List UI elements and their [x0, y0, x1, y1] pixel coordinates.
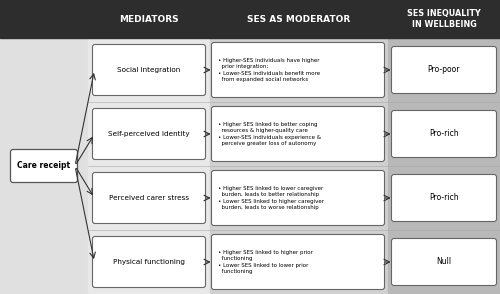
FancyBboxPatch shape — [10, 150, 78, 183]
FancyBboxPatch shape — [92, 173, 206, 223]
FancyBboxPatch shape — [212, 106, 384, 161]
Text: Pro-rich: Pro-rich — [429, 193, 459, 203]
Text: Physical functioning: Physical functioning — [113, 259, 185, 265]
FancyBboxPatch shape — [92, 108, 206, 160]
FancyBboxPatch shape — [212, 43, 384, 98]
Text: • Higher SES linked to better coping
  resources & higher-quality care
• Lower-S: • Higher SES linked to better coping res… — [218, 122, 321, 146]
FancyBboxPatch shape — [92, 44, 206, 96]
Bar — [0, 0, 88, 38]
Bar — [88, 38, 210, 294]
Text: Pro-rich: Pro-rich — [429, 129, 459, 138]
Bar — [88, 0, 210, 38]
Text: • Higher-SES individuals have higher
  prior integration;
• Lower-SES individual: • Higher-SES individuals have higher pri… — [218, 58, 320, 82]
FancyBboxPatch shape — [392, 238, 496, 285]
Text: Perceived carer stress: Perceived carer stress — [109, 195, 189, 201]
FancyBboxPatch shape — [212, 171, 384, 225]
Text: SES AS MODERATOR: SES AS MODERATOR — [248, 14, 350, 24]
Bar — [388, 0, 500, 38]
Bar — [0, 38, 88, 294]
FancyBboxPatch shape — [92, 236, 206, 288]
Bar — [210, 38, 388, 294]
Text: Social integration: Social integration — [118, 67, 180, 73]
Bar — [388, 38, 500, 294]
Text: MEDIATORS: MEDIATORS — [119, 14, 179, 24]
Text: • Higher SES linked to higher prior
  functioning
• Lower SES linked to lower pr: • Higher SES linked to higher prior func… — [218, 250, 313, 274]
FancyBboxPatch shape — [392, 175, 496, 221]
FancyBboxPatch shape — [392, 111, 496, 158]
Text: • Higher SES linked to lower caregiver
  burden, leads to better relationship
• : • Higher SES linked to lower caregiver b… — [218, 186, 324, 211]
Text: SES INEQUALITY
IN WELLBEING: SES INEQUALITY IN WELLBEING — [407, 9, 481, 29]
FancyBboxPatch shape — [212, 235, 384, 290]
Text: Self-perceived identity: Self-perceived identity — [108, 131, 190, 137]
Bar — [210, 0, 388, 38]
Text: Care receipt: Care receipt — [18, 161, 70, 171]
FancyBboxPatch shape — [392, 46, 496, 93]
Text: Pro-poor: Pro-poor — [428, 66, 460, 74]
Text: Null: Null — [436, 258, 452, 266]
